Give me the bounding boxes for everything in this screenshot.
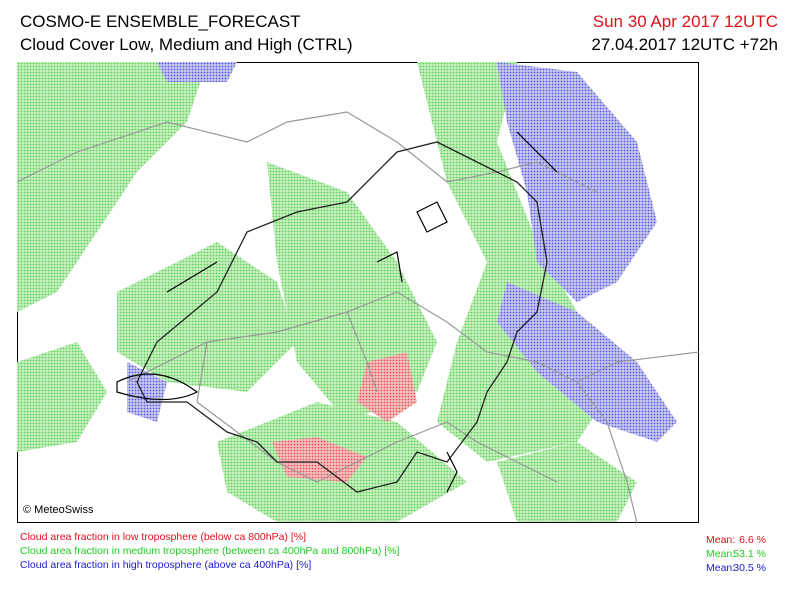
run-info: 27.04.2017 12UTC +72h [591,35,778,54]
legend-mean-label: Mean: [706,562,736,574]
legend-label: Cloud area fraction in high troposphere … [20,559,312,571]
valid-time: Sun 30 Apr 2017 12UTC [592,12,778,31]
legend-label: Cloud area fraction in low troposphere (… [20,531,306,543]
title: COSMO-E ENSEMBLE_FORECAST [20,12,301,31]
borders [17,111,699,523]
legend-mean-label: Mean: [706,534,736,546]
subtitle: Cloud Cover Low, Medium and High (CTRL) [20,35,353,54]
lakes [116,131,558,493]
copyright: © MeteoSwiss [23,504,94,516]
map: © MeteoSwiss [17,62,699,523]
legend-mean: 6.6 % [739,534,766,546]
legend-mean: 30.5 % [733,562,766,574]
legend-label: Cloud area fraction in medium tropospher… [20,545,400,557]
swiss-border [136,141,548,493]
legend-mean: 53.1 % [733,548,766,560]
legend-mean-label: Mean: [706,548,736,560]
